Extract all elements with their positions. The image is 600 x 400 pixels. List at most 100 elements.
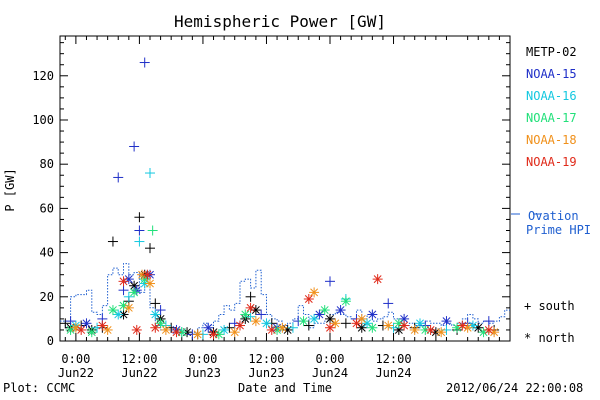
data-point — [330, 318, 341, 329]
marker-stroke — [267, 325, 276, 334]
data-point — [250, 316, 261, 327]
data-point — [235, 320, 245, 331]
marker-stroke — [251, 306, 260, 315]
data-point — [325, 322, 335, 333]
data-point — [192, 329, 203, 340]
marker-stroke — [251, 317, 260, 326]
data-point — [76, 324, 87, 335]
north-marker-legend: * north — [524, 331, 575, 345]
marker-stroke — [416, 319, 424, 328]
ovation-legend-line1: Ovation — [528, 209, 579, 223]
data-point — [287, 322, 298, 333]
data-point — [123, 302, 134, 313]
plot-frame — [59, 35, 511, 342]
data-point — [65, 316, 76, 327]
marker-stroke — [87, 328, 96, 337]
data-point — [145, 278, 155, 289]
marker-stroke — [315, 310, 324, 319]
marker-stroke — [474, 323, 483, 332]
data-point — [155, 318, 166, 329]
data-point — [129, 141, 140, 152]
data-point — [134, 212, 145, 223]
data-point — [309, 287, 320, 298]
data-point — [203, 322, 214, 333]
marker-stroke — [230, 328, 239, 337]
y-tick-label: 80 — [40, 157, 54, 171]
marker-stroke — [209, 330, 218, 339]
marker-stroke — [108, 306, 117, 315]
data-point — [436, 327, 447, 338]
marker-stroke — [400, 314, 409, 323]
data-point — [383, 298, 394, 309]
data-point — [356, 313, 367, 324]
data-point — [155, 305, 166, 316]
data-point — [150, 309, 161, 320]
marker-stroke — [373, 275, 382, 284]
data-point — [102, 324, 113, 335]
marker-stroke — [326, 323, 334, 332]
marker-stroke — [426, 325, 435, 334]
data-point — [229, 327, 240, 338]
x-tick-label-day: Jun22 — [58, 366, 94, 380]
data-point — [147, 225, 158, 236]
marker-stroke — [103, 325, 112, 334]
legend-item: NOAA-18 — [526, 133, 577, 147]
chart-title: Hemispheric Power [GW] — [174, 12, 386, 31]
data-point — [399, 320, 410, 331]
data-point — [131, 324, 142, 335]
data-point — [340, 296, 351, 307]
data-point — [160, 324, 171, 335]
marker-stroke — [320, 306, 329, 315]
ovation-series — [60, 263, 510, 335]
data-point — [319, 305, 330, 316]
data-point — [303, 294, 314, 305]
data-point — [171, 327, 182, 338]
legend-item: NOAA-17 — [526, 111, 577, 125]
data-point — [362, 318, 373, 329]
marker-stroke — [151, 310, 160, 319]
data-point — [325, 276, 335, 287]
data-point — [457, 320, 468, 331]
data-point — [356, 322, 367, 333]
data-point — [441, 316, 452, 327]
marker-stroke — [220, 325, 229, 334]
data-point — [409, 324, 420, 335]
marker-stroke — [442, 317, 451, 326]
y-axis-label: P [GW] — [3, 168, 17, 211]
marker-stroke — [151, 323, 160, 332]
data-point — [150, 322, 161, 333]
marker-stroke — [368, 323, 377, 332]
data-point — [303, 320, 314, 331]
data-point — [261, 318, 272, 329]
marker-stroke — [161, 325, 170, 334]
data-point — [145, 168, 155, 179]
ovation-legend-line2: Prime HPI — [526, 223, 591, 237]
marker-stroke — [410, 325, 419, 334]
x-axis: 0:00Jun2212:00Jun220:00Jun2312:00Jun230:… — [58, 36, 500, 380]
marker-stroke — [363, 319, 372, 328]
marker-stroke — [77, 325, 86, 334]
marker-stroke — [98, 321, 107, 330]
x-axis-label: Date and Time — [238, 381, 332, 395]
data-point — [113, 309, 124, 320]
data-point — [383, 320, 394, 331]
legend-item: NOAA-16 — [526, 89, 577, 103]
marker-stroke — [146, 279, 154, 288]
data-point — [139, 57, 150, 68]
data-point — [245, 291, 256, 302]
data-point — [298, 316, 309, 327]
ovation-step-line — [60, 263, 510, 335]
marker-stroke — [463, 323, 472, 332]
marker-stroke — [394, 325, 403, 334]
marker-stroke — [341, 297, 350, 306]
marker-stroke — [278, 323, 287, 332]
data-point — [107, 305, 118, 316]
data-point — [367, 322, 378, 333]
data-point — [340, 318, 351, 329]
marker-stroke — [156, 319, 165, 328]
data-point — [277, 322, 288, 333]
data-point — [372, 274, 383, 285]
marker-stroke — [490, 328, 499, 337]
data-point — [309, 313, 320, 324]
marker-stroke — [132, 325, 141, 334]
